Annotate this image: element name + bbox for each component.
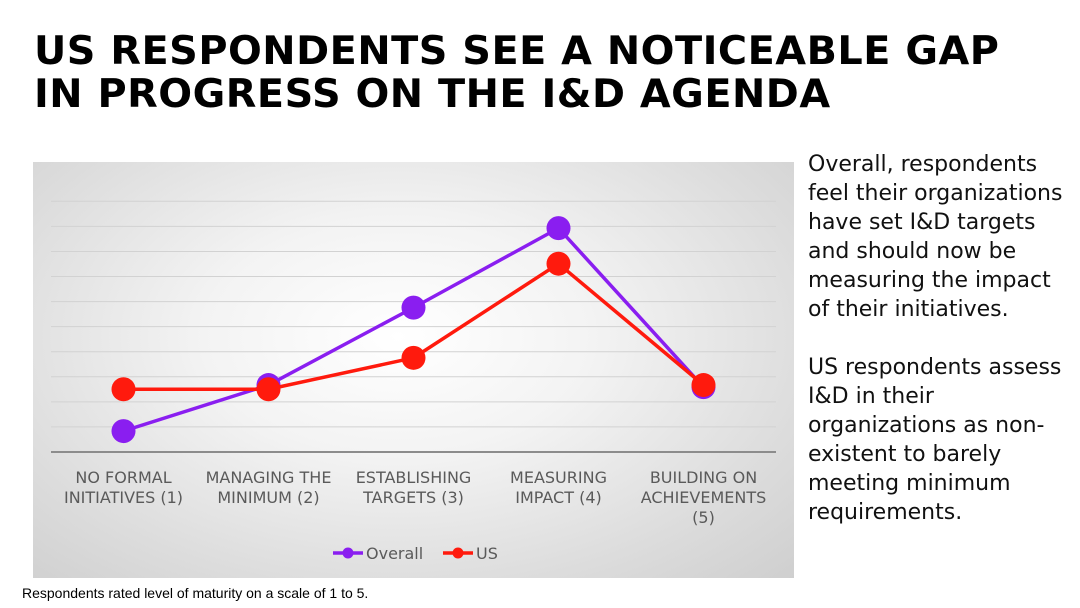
footnote: Respondents rated level of maturity on a… [22,585,369,601]
x-tick-label: MINIMUM (2) [217,488,319,507]
legend-label-us: US [476,544,498,563]
x-tick-label: ESTABLISHING [356,468,472,487]
data-point-us [401,345,426,370]
series-line-overall [122,226,705,433]
x-tick-label: (5) [692,508,715,527]
data-point-us [546,251,571,276]
commentary-us: US respondents assess I&D in their organ… [808,355,1062,525]
side-commentary: Overall, respondents feel their organiza… [808,150,1070,556]
data-point-overall [546,216,571,241]
data-point-us [111,377,136,402]
data-point-overall [111,419,136,444]
slide-title: US RESPONDENTS SEE A NOTICEABLE GAP IN P… [34,30,1074,116]
maturity-line-chart: NO FORMAL INITIATIVES (1) MANAGING THE MINI… [33,162,794,578]
legend-label-overall: Overall [366,544,423,563]
x-tick-label: ACHIEVEMENTS [641,488,767,507]
x-tick-label: MEASURING [510,468,607,487]
data-point-overall [401,295,426,320]
x-tick-label: MANAGING THE [206,468,332,487]
legend-marker-us [452,547,464,559]
slide-title-line-1: US RESPONDENTS SEE A NOTICEABLE GAP [34,29,1000,74]
commentary-overall: Overall, respondents feel their organiza… [808,152,1063,322]
x-tick-label: NO FORMAL [75,468,171,487]
x-tick-label: TARGETS (3) [362,488,464,507]
x-tick-label: INITIATIVES (1) [64,488,183,507]
slide-title-line-2: IN PROGRESS ON THE I&D AGENDA [34,72,831,117]
data-point-us [256,377,281,402]
legend-marker-overall [342,547,354,559]
x-tick-label: BUILDING ON [650,468,757,487]
x-tick-label: IMPACT (4) [515,488,602,507]
data-point-us [691,373,716,398]
